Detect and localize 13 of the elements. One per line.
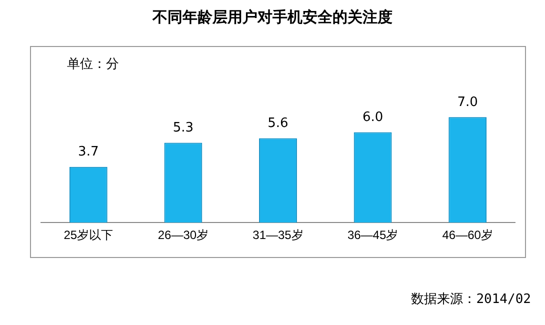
x-tick-label: 25岁以下 <box>64 228 114 242</box>
data-label: 3.7 <box>78 144 99 160</box>
text: 单位：分 <box>67 56 119 73</box>
source-note: 数据来源：2014/02 <box>411 291 531 308</box>
data-label: 7.0 <box>457 95 478 110</box>
x-tick-label: 46—60岁 <box>442 228 493 242</box>
chart-title: 不同年龄层用户对手机安全的关注度 <box>151 8 394 27</box>
x-tick-label: 26—30岁 <box>158 228 209 242</box>
data-label: 6.0 <box>362 110 384 126</box>
data-label: 5.6 <box>268 116 288 132</box>
x-tick-label: 36—45岁 <box>347 228 398 242</box>
x-tick-label: 31—35岁 <box>252 228 304 242</box>
data-label: 5.3 <box>172 120 194 136</box>
